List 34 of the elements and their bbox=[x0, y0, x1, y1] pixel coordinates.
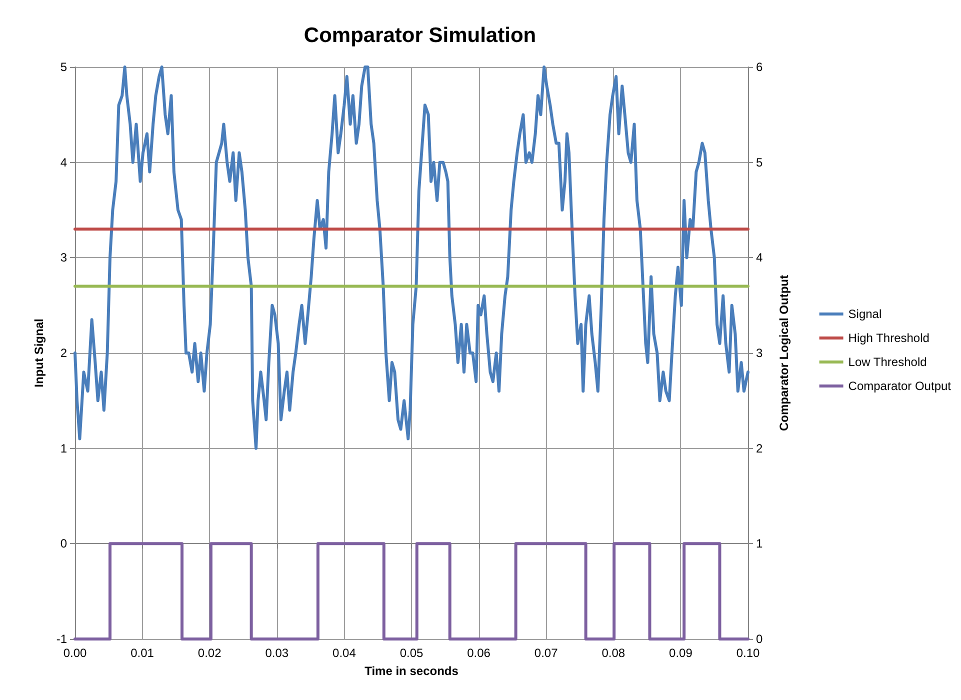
legend-label: Comparator Output bbox=[848, 379, 952, 393]
x-tick-label: 0.05 bbox=[400, 646, 424, 660]
y2-tick-label: 4 bbox=[756, 250, 763, 265]
x-tick-label: 0.01 bbox=[130, 646, 154, 660]
y-tick-label: 3 bbox=[60, 250, 68, 265]
y2-tick-label: 2 bbox=[756, 441, 763, 456]
x-tick-label: 0.10 bbox=[736, 646, 760, 660]
x-tick-label: 0.08 bbox=[602, 646, 626, 660]
y-tick-label: 4 bbox=[60, 155, 68, 170]
x-tick-label: 0.09 bbox=[669, 646, 693, 660]
y-tick-label: 2 bbox=[60, 346, 68, 360]
y-tick-label: 0 bbox=[60, 536, 68, 551]
y2-tick-label: 3 bbox=[756, 346, 763, 360]
legend-label: Signal bbox=[848, 307, 882, 321]
y2-axis-title: Comparator Logical Output bbox=[777, 274, 791, 431]
y-axis-title: Input Signal bbox=[32, 318, 46, 388]
x-tick-label: 0.06 bbox=[467, 646, 491, 660]
x-tick-label: 0.03 bbox=[265, 646, 289, 660]
y-tick-label: 1 bbox=[60, 441, 68, 456]
y-tick-label: -1 bbox=[56, 632, 68, 646]
y2-tick-label: 5 bbox=[756, 155, 763, 170]
x-tick-label: 0.04 bbox=[332, 646, 356, 660]
legend-label: High Threshold bbox=[848, 331, 930, 345]
y2-tick-label: 0 bbox=[756, 632, 763, 646]
y2-tick-label: 6 bbox=[756, 60, 763, 74]
x-axis-title: Time in seconds bbox=[364, 664, 459, 678]
y-tick-label: 5 bbox=[60, 60, 68, 74]
x-tick-label: 0.00 bbox=[63, 646, 87, 660]
x-tick-label: 0.07 bbox=[534, 646, 558, 660]
y2-tick-label: 1 bbox=[756, 536, 763, 551]
line-series bbox=[74, 66, 750, 450]
chart-title: Comparator Simulation bbox=[304, 24, 536, 47]
x-tick-label: 0.02 bbox=[198, 646, 222, 660]
legend-label: Low Threshold bbox=[848, 355, 927, 369]
